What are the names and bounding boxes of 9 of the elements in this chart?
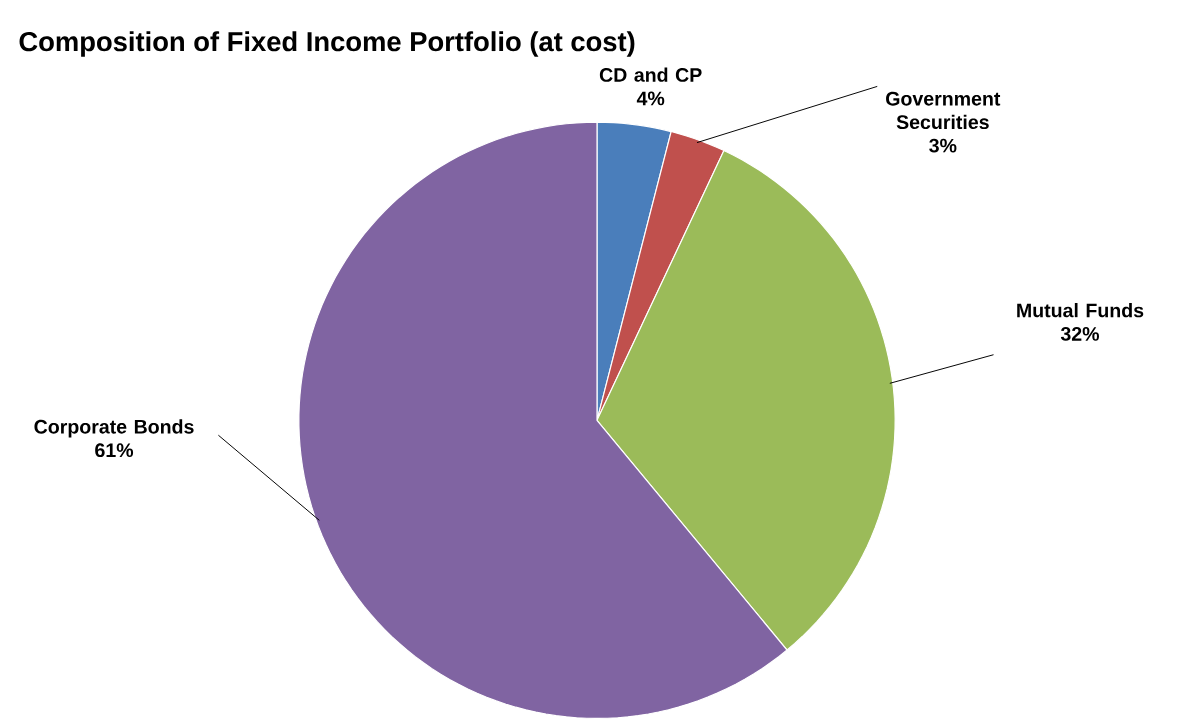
- chart-title: Composition of Fixed Income Portfolio (at cost): [19, 31, 635, 57]
- slice-label: Corporate Bonds: [34, 419, 194, 438]
- slice-label: Mutual Funds: [1017, 303, 1144, 318]
- data-label: 32%: [1060, 326, 1100, 341]
- slice-label: CD and CP: [599, 67, 702, 82]
- data-label: 4%: [636, 91, 665, 106]
- data-label: 3%: [929, 138, 957, 153]
- data-label: 61%: [95, 443, 134, 458]
- slice-label: Government Securities: [886, 91, 1001, 130]
